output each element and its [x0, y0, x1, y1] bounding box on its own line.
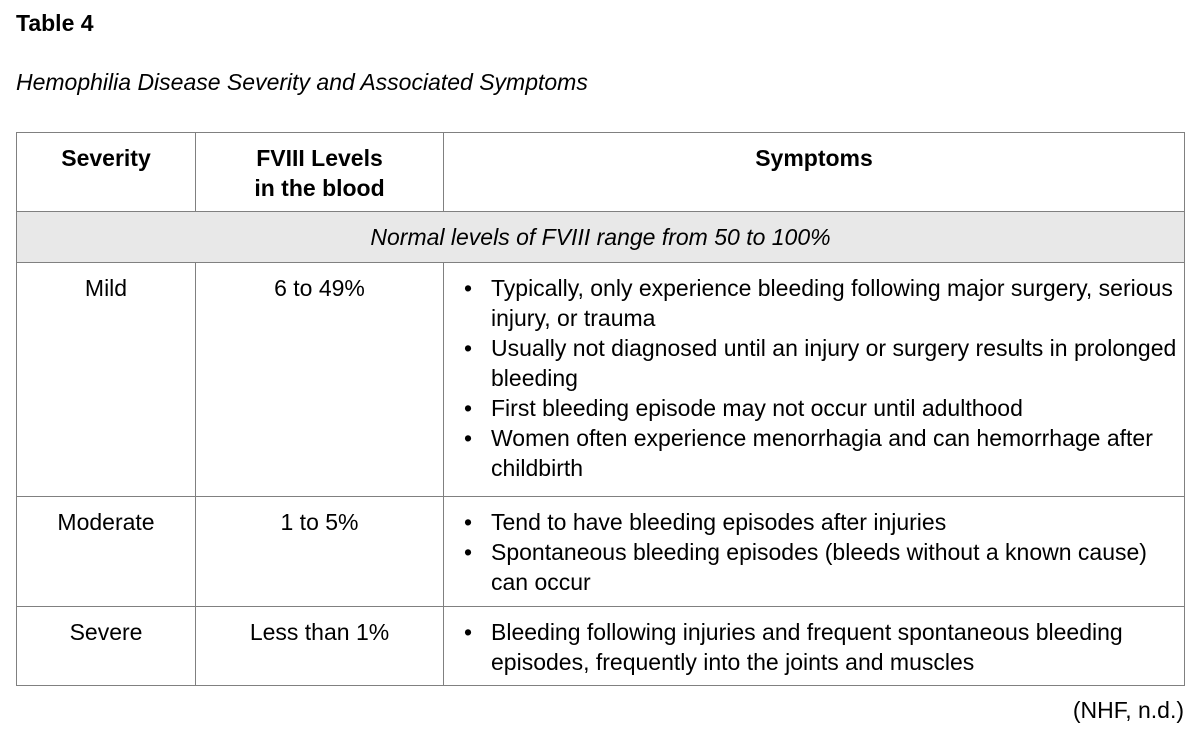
symptom-text: First bleeding episode may not occur unt… [491, 395, 1023, 421]
symptoms-cell: • Bleeding following injuries and freque… [443, 606, 1185, 686]
symptom-item: • First bleeding episode may not occur u… [450, 393, 1178, 423]
table-row-mild: Mild 6 to 49% • Typically, only experien… [16, 262, 1185, 497]
normal-levels-note: Normal levels of FVIII range from 50 to … [16, 211, 1185, 263]
source-citation: (NHF, n.d.) [1072, 697, 1184, 723]
symptom-item: • Women often experience menorrhagia and… [450, 423, 1178, 483]
bullet-icon: • [464, 275, 473, 301]
symptom-text: Tend to have bleeding episodes after inj… [491, 509, 947, 535]
bullet-icon: • [464, 395, 473, 421]
col-header-severity: Severity [16, 132, 196, 212]
table-row-moderate: Moderate 1 to 5% • Tend to have bleeding… [16, 496, 1185, 607]
symptom-text: Spontaneous bleeding episodes (bleeds wi… [491, 539, 1147, 595]
hemophilia-severity-table: Severity FVIII Levels in the blood Sympt… [16, 132, 1185, 686]
symptom-item: • Usually not diagnosed until an injury … [450, 333, 1178, 393]
bullet-icon: • [464, 425, 473, 451]
table-caption: Hemophilia Disease Severity and Associat… [16, 69, 588, 95]
symptom-text: Women often experience menorrhagia and c… [491, 425, 1153, 481]
symptom-item: • Spontaneous bleeding episodes (bleeds … [450, 537, 1178, 597]
normal-levels-note-row: Normal levels of FVIII range from 50 to … [16, 211, 1185, 263]
severity-cell: Mild [16, 262, 196, 497]
col-header-symptoms: Symptoms [443, 132, 1185, 212]
table-row-severe: Severe Less than 1% • Bleeding following… [16, 606, 1185, 686]
severity-cell: Moderate [16, 496, 196, 607]
symptom-item: • Typically, only experience bleeding fo… [450, 273, 1178, 333]
symptom-text: Typically, only experience bleeding foll… [491, 275, 1173, 331]
fviii-level-cell: Less than 1% [195, 606, 444, 686]
fviii-level-cell: 6 to 49% [195, 262, 444, 497]
bullet-icon: • [464, 539, 473, 565]
fviii-level-cell: 1 to 5% [195, 496, 444, 607]
symptoms-cell: • Typically, only experience bleeding fo… [443, 262, 1185, 497]
symptom-item: • Bleeding following injuries and freque… [450, 617, 1178, 677]
symptom-item: • Tend to have bleeding episodes after i… [450, 507, 1178, 537]
severity-cell: Severe [16, 606, 196, 686]
symptom-text: Bleeding following injuries and frequent… [491, 619, 1123, 675]
table-label: Table 4 [16, 10, 94, 36]
bullet-icon: • [464, 619, 473, 645]
bullet-icon: • [464, 335, 473, 361]
col-header-fviii-levels: FVIII Levels in the blood [195, 132, 444, 212]
bullet-icon: • [464, 509, 473, 535]
symptoms-cell: • Tend to have bleeding episodes after i… [443, 496, 1185, 607]
symptom-text: Usually not diagnosed until an injury or… [491, 335, 1177, 391]
table-header-row: Severity FVIII Levels in the blood Sympt… [16, 132, 1185, 212]
